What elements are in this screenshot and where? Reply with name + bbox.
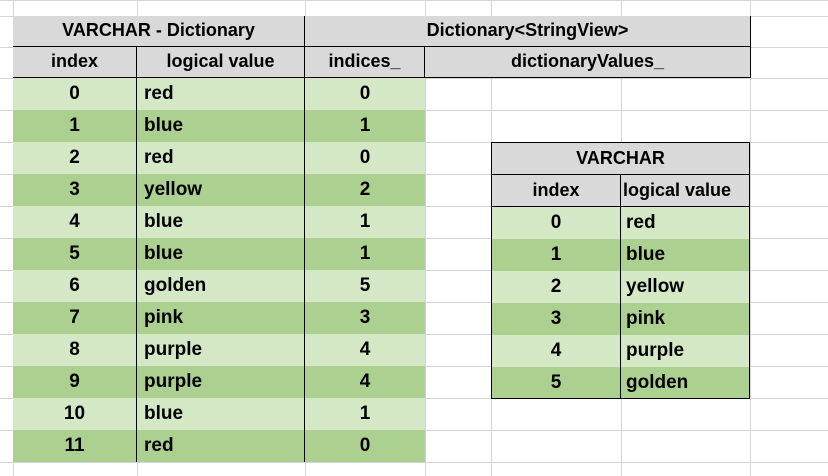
right-col-value-header: logical value xyxy=(621,175,750,207)
right-row-index: 4 xyxy=(491,335,621,367)
dict-indices-value: 1 xyxy=(305,238,425,270)
left-row-index: 6 xyxy=(13,270,137,302)
left-row-value: blue xyxy=(137,238,305,270)
right-row-index: 3 xyxy=(491,303,621,335)
left-row-value: red xyxy=(137,78,305,110)
right-row-index: 0 xyxy=(491,207,621,239)
right-row-index: 5 xyxy=(491,367,621,399)
dict-indices-value: 1 xyxy=(305,206,425,238)
dict-indices-value: 0 xyxy=(305,430,425,462)
left-row-value: golden xyxy=(137,270,305,302)
right-col-index-header: index xyxy=(491,175,621,207)
right-row-value: pink xyxy=(621,303,750,335)
left-row-value: purple xyxy=(137,334,305,366)
dict-indices-value: 3 xyxy=(305,302,425,334)
left-row-index: 10 xyxy=(13,398,137,430)
left-row-index: 4 xyxy=(13,206,137,238)
left-col-value-header: logical value xyxy=(137,47,305,78)
dict-table-title: Dictionary<StringView> xyxy=(305,16,751,47)
dict-indices-value: 4 xyxy=(305,334,425,366)
left-row-index: 1 xyxy=(13,110,137,142)
dict-col-values-header: dictionaryValues_ xyxy=(425,47,751,78)
left-row-index: 7 xyxy=(13,302,137,334)
right-row-value: yellow xyxy=(621,271,750,303)
left-col-index-header: index xyxy=(13,47,137,78)
left-row-value: pink xyxy=(137,302,305,334)
dict-indices-value: 4 xyxy=(305,366,425,398)
left-row-value: blue xyxy=(137,110,305,142)
left-row-value: blue xyxy=(137,206,305,238)
dict-indices-value: 5 xyxy=(305,270,425,302)
left-row-index: 0 xyxy=(13,78,137,110)
left-row-value: red xyxy=(137,142,305,174)
right-row-value: purple xyxy=(621,335,750,367)
right-row-value: red xyxy=(621,207,750,239)
left-row-value: yellow xyxy=(137,174,305,206)
left-row-value: purple xyxy=(137,366,305,398)
dict-indices-value: 1 xyxy=(305,110,425,142)
left-row-index: 9 xyxy=(13,366,137,398)
right-row-value: blue xyxy=(621,239,750,271)
dict-indices-value: 1 xyxy=(305,398,425,430)
left-row-index: 8 xyxy=(13,334,137,366)
dict-indices-value: 0 xyxy=(305,78,425,110)
dict-indices-value: 0 xyxy=(305,142,425,174)
dict-indices-value: 2 xyxy=(305,174,425,206)
left-row-index: 3 xyxy=(13,174,137,206)
left-row-value: blue xyxy=(137,398,305,430)
right-row-value: golden xyxy=(621,367,750,399)
left-table-title: VARCHAR - Dictionary xyxy=(13,16,305,47)
left-row-index: 2 xyxy=(13,142,137,174)
left-row-value: red xyxy=(137,430,305,462)
right-row-index: 2 xyxy=(491,271,621,303)
left-row-index: 11 xyxy=(13,430,137,462)
right-row-index: 1 xyxy=(491,239,621,271)
dict-col-indices-header: indices_ xyxy=(305,47,425,78)
right-table-title: VARCHAR xyxy=(491,142,750,175)
left-row-index: 5 xyxy=(13,238,137,270)
